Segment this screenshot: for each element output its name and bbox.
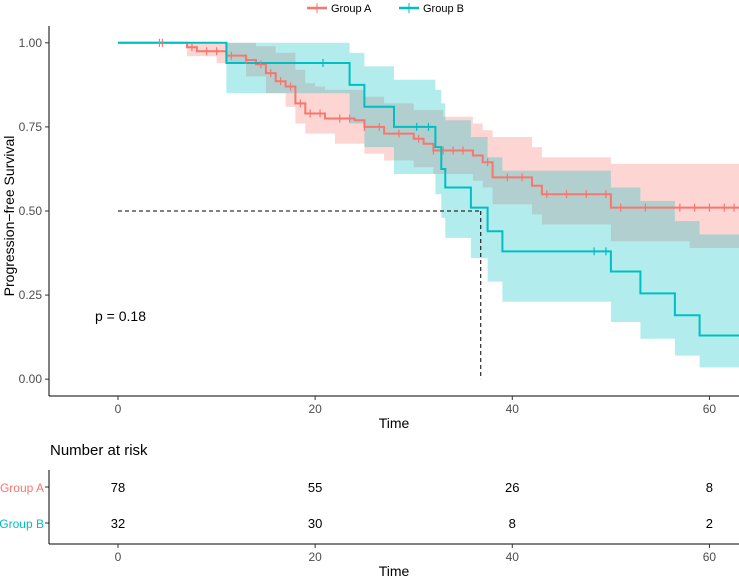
survival-plot: 0 20 40 60 0.00 0.25 0.50 0.75 1.00 p = 0.18 Tim…: [1, 26, 739, 431]
x-tick-label: 20: [308, 402, 322, 416]
y-tick-label: 0.25: [19, 288, 43, 302]
risk-x-tick-label: 0: [115, 550, 122, 564]
x-axis-title: Time: [379, 415, 410, 431]
risk-value-group-a: 26: [505, 480, 519, 495]
y-tick-label: 0.50: [19, 204, 43, 218]
risk-x-tick-label: 20: [308, 550, 322, 564]
risk-table: Number at risk Group A Group B 78 55 26 8 32…: [0, 442, 739, 578]
x-tick-label: 40: [506, 402, 520, 416]
legend: Group A Group B: [307, 3, 464, 15]
risk-value-group-a: 8: [706, 480, 713, 495]
risk-x-tick-label: 60: [703, 550, 717, 564]
risk-x-tick-label: 40: [506, 550, 520, 564]
risk-table-title: Number at risk: [50, 442, 148, 459]
ci-band-group-b: [118, 42, 739, 368]
risk-value-group-b: 8: [509, 516, 516, 531]
legend-label-group-a: Group A: [331, 3, 372, 15]
survival-curve-group-b: [118, 41, 739, 337]
y-tick-label: 0.75: [19, 120, 43, 134]
p-value-label: p = 0.18: [95, 308, 146, 324]
risk-row-label-group-a: Group A: [0, 481, 44, 495]
x-tick-label: 0: [115, 402, 122, 416]
risk-value-group-a: 78: [111, 480, 125, 495]
risk-row-label-group-b: Group B: [0, 517, 44, 531]
risk-x-axis-title: Time: [379, 563, 410, 578]
risk-value-group-a: 55: [308, 480, 322, 495]
risk-value-group-b: 30: [308, 516, 322, 531]
y-tick-label: 0.00: [19, 372, 43, 386]
risk-value-group-b: 2: [706, 516, 713, 531]
risk-value-group-b: 32: [111, 516, 125, 531]
legend-label-group-b: Group B: [423, 3, 464, 15]
y-axis-title: Progression−free Survival: [1, 136, 17, 297]
y-tick-label: 1.00: [19, 36, 43, 50]
ci-band-group-a: [118, 42, 739, 248]
x-tick-label: 60: [703, 402, 717, 416]
